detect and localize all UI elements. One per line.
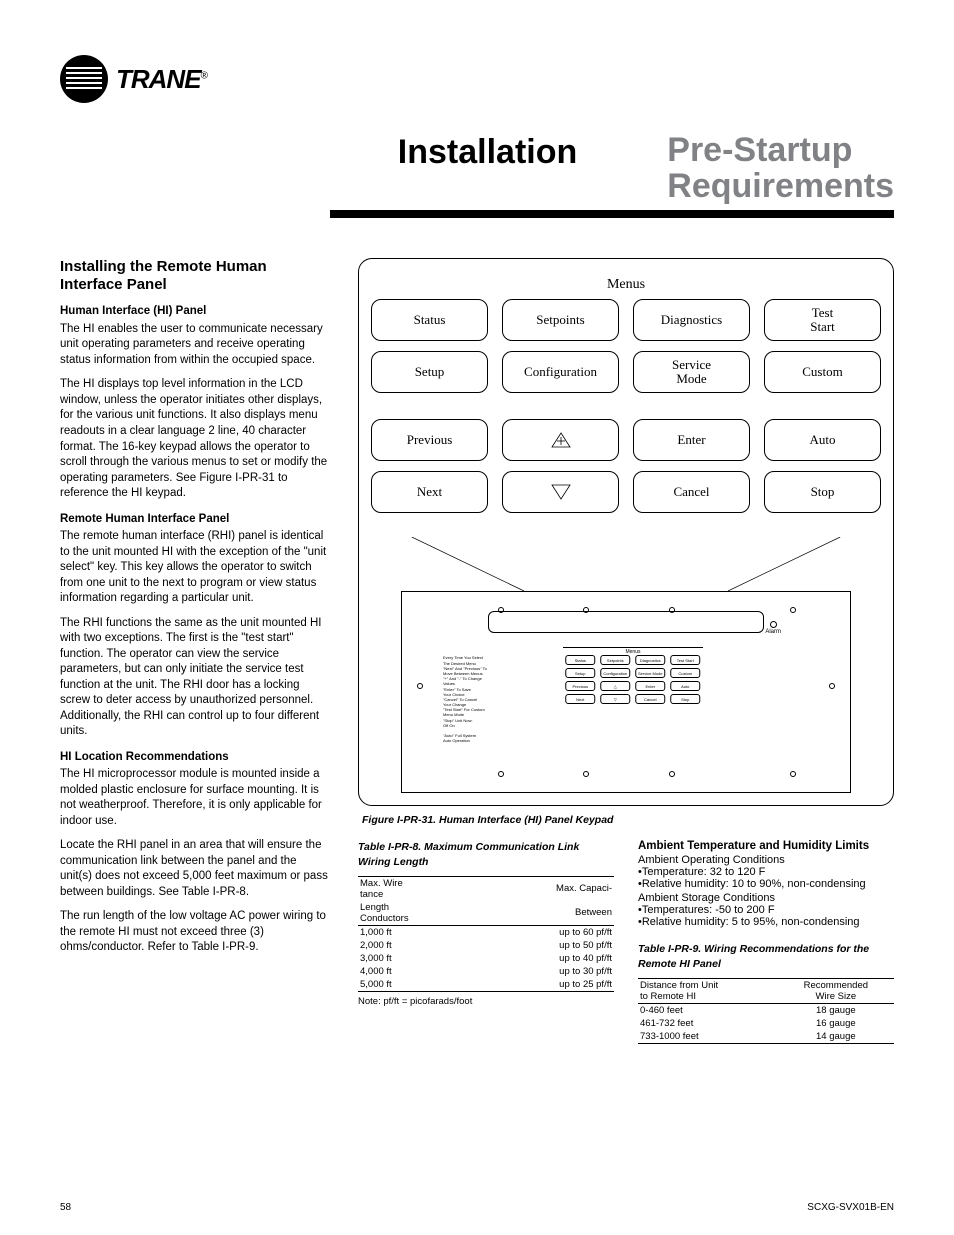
table-row: 0-460 feet18 gauge: [638, 1003, 894, 1017]
ambient-st-label: Ambient Storage Conditions: [638, 892, 894, 904]
alarm-indicator: Alarm: [765, 621, 781, 635]
mini-keypad-button: Stop: [670, 694, 700, 704]
paragraph: The HI microprocessor module is mounted …: [60, 767, 330, 829]
keypad-button: Diagnostics: [633, 299, 750, 341]
mini-keypad-button: Next: [565, 694, 595, 704]
keypad-button: Setup: [371, 351, 488, 393]
paragraph: The HI displays top level information in…: [60, 377, 330, 501]
keypad-button: Configuration: [502, 351, 619, 393]
mini-keypad-button: Setpoints: [600, 655, 630, 665]
connector-lines-icon: [371, 537, 881, 591]
keypad-button: [502, 471, 619, 513]
keypad-button: Next: [371, 471, 488, 513]
mini-keypad-button: Test Start: [670, 655, 700, 665]
page-number: 58: [60, 1202, 71, 1213]
mini-keypad-button: △: [600, 681, 630, 691]
logo-text: TRANE®: [116, 64, 207, 95]
table-title: Table I-PR-8. Maximum Communication Link…: [358, 840, 614, 869]
table-row: 5,000 ftup to 25 pf/ft: [358, 978, 614, 991]
figure-caption: Figure I-PR-31. Human Interface (HI) Pan…: [362, 814, 894, 826]
mini-keypad-button: Cancel: [635, 694, 665, 704]
table-row: 1,000 ftup to 60 pf/ft: [358, 925, 614, 939]
mini-keypad-button: Service Mode: [635, 668, 665, 678]
menus-label: Menus: [371, 277, 881, 293]
mini-keypad-button: Diagnostics: [635, 655, 665, 665]
keypad-figure: Menus Status Setpoints Diagnostics Test Sta…: [358, 258, 894, 806]
lcd-window-icon: [488, 611, 765, 633]
table-row: 733-1000 feet14 gauge: [638, 1030, 894, 1043]
paragraph: The RHI functions the same as the unit m…: [60, 616, 330, 740]
title-installation: Installation: [398, 133, 577, 204]
mini-keypad-button: Setup: [565, 668, 595, 678]
table-row: 2,000 ftup to 50 pf/ft: [358, 939, 614, 952]
keypad-button: Service Mode: [633, 351, 750, 393]
plus-triangle-icon: [551, 432, 571, 448]
brand-logo: TRANE®: [60, 55, 894, 103]
subheading-rhi-panel: Remote Human Interface Panel: [60, 512, 330, 528]
table-row: 3,000 ftup to 40 pf/ft: [358, 952, 614, 965]
list-item: Temperature: 32 to 120 F: [646, 866, 894, 878]
paragraph: Locate the RHI panel in an area that wil…: [60, 838, 330, 900]
table-header: Distance from Unit to Remote HI: [638, 978, 778, 1003]
table-header: Max. Wire tance: [358, 876, 478, 901]
down-triangle-icon: [551, 484, 571, 500]
table-header: Recommended Wire Size: [778, 978, 894, 1003]
title-divider: [330, 210, 894, 218]
keypad-button: Status: [371, 299, 488, 341]
mini-keypad-button: Auto: [670, 681, 700, 691]
front-panel-drawing: Alarm Menus Status Setpoints Diagnostics Te…: [401, 591, 851, 793]
list-item: Temperatures: -50 to 200 F: [646, 904, 894, 916]
logo-mark-icon: [60, 55, 108, 103]
keypad-button: Stop: [764, 471, 881, 513]
table-title: Table I-PR-9. Wiring Recommendations for…: [638, 942, 894, 971]
mini-menus-label: Menus: [563, 647, 703, 655]
table-ipr8: Table I-PR-8. Maximum Communication Link…: [358, 840, 614, 1043]
section-heading: Installing the Remote Human Interface Pa…: [60, 258, 330, 294]
ambient-heading: Ambient Temperature and Humidity Limits: [638, 840, 894, 852]
subheading-location: HI Location Recommendations: [60, 750, 330, 766]
paragraph: The remote human interface (RHI) panel i…: [60, 529, 330, 607]
body-text-column: Installing the Remote Human Interface Pa…: [60, 258, 330, 1043]
mini-keypad-button: Previous: [565, 681, 595, 691]
document-id: SCXG-SVX01B-EN: [807, 1202, 894, 1213]
instruction-text: Every Time You Select The Desired Menu "…: [443, 655, 503, 743]
table-row: 4,000 ftup to 30 pf/ft: [358, 965, 614, 978]
mini-keypad-button: Status: [565, 655, 595, 665]
mini-keypad-button: Custom: [670, 668, 700, 678]
table-header: Max. Capaci-: [478, 876, 614, 901]
keypad-button: Setpoints: [502, 299, 619, 341]
keypad-button: Test Start: [764, 299, 881, 341]
table-header: Length Conductors: [358, 901, 478, 926]
paragraph: The run length of the low voltage AC pow…: [60, 909, 330, 956]
mini-keypad-button: ▽: [600, 694, 630, 704]
table-header: Between: [478, 901, 614, 926]
paragraph: The HI enables the user to communicate n…: [60, 322, 330, 369]
list-item: Relative humidity: 5 to 95%, non-condens…: [646, 916, 894, 928]
list-item: Relative humidity: 10 to 90%, non-conden…: [646, 878, 894, 890]
keypad-button: Previous: [371, 419, 488, 461]
keypad-button: [502, 419, 619, 461]
keypad-button: Auto: [764, 419, 881, 461]
ambient-op-label: Ambient Operating Conditions: [638, 854, 894, 866]
mini-keypad-button: Enter: [635, 681, 665, 691]
keypad-button: Cancel: [633, 471, 750, 513]
mini-keypad-button: Configuration: [600, 668, 630, 678]
table-note: Note: pf/ft = picofarads/foot: [358, 996, 614, 1007]
subheading-hi-panel: Human Interface (HI) Panel: [60, 304, 330, 320]
title-prestartup: Pre-Startup Requirements: [667, 133, 894, 204]
keypad-button: Custom: [764, 351, 881, 393]
keypad-button: Enter: [633, 419, 750, 461]
table-row: 461-732 feet16 gauge: [638, 1017, 894, 1030]
